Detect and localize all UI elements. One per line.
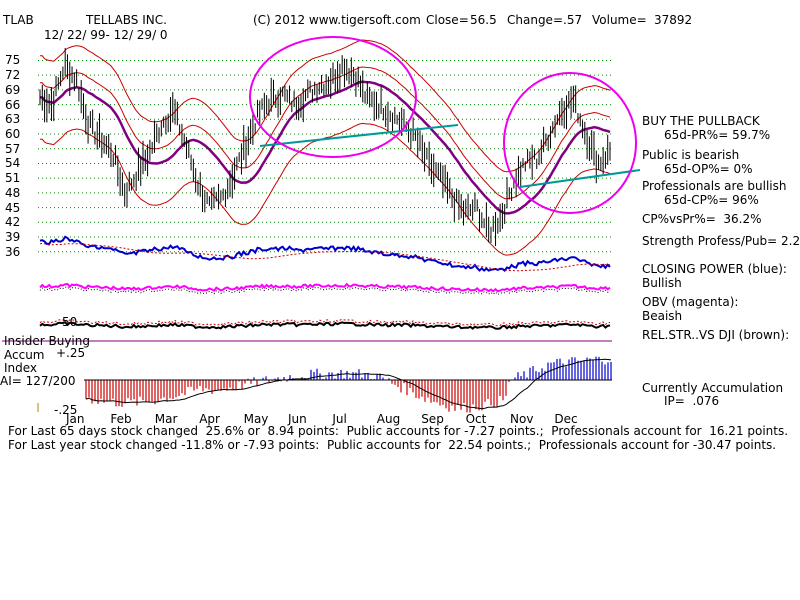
upper-band — [39, 39, 611, 173]
month-label: Mar — [154, 412, 178, 426]
close-label: Close= — [426, 13, 469, 27]
rs-fifty-label: 50 — [62, 315, 78, 329]
y-tick-label: 48 — [5, 185, 21, 200]
copyright: (C) 2012 www.tigersoft.com — [253, 13, 421, 27]
pro-view: Professionals are bullish — [642, 179, 787, 193]
moving-average-line — [39, 80, 611, 215]
month-label: Sep — [421, 412, 444, 426]
price-bars — [39, 47, 611, 247]
highlight-circle-2 — [503, 72, 637, 214]
y-tick-label: 66 — [5, 97, 21, 112]
volume-label: Volume= — [592, 13, 647, 27]
relative-strength-ma — [39, 318, 611, 327]
y-tick-label: 63 — [5, 112, 21, 127]
y-tick-label: 36 — [5, 244, 21, 259]
volume-value: 37892 — [654, 13, 693, 27]
lower-band — [39, 122, 611, 256]
accum-index-ma — [85, 358, 612, 410]
rel-str-label: REL.STR..VS DJI (brown): — [642, 328, 790, 342]
insider-buying-label: Insider Buying — [4, 334, 90, 348]
closing-power-state: Bullish — [642, 276, 682, 290]
footer-line-1: For Last 65 days stock changed 25.6% or … — [8, 424, 789, 438]
accum-plus-label: +.25 — [56, 346, 86, 360]
ip-value: IP= .076 — [664, 394, 720, 408]
accum-status: Currently Accumulation — [642, 381, 784, 395]
highlight-circle-1 — [249, 36, 417, 158]
y-tick-label: 69 — [5, 82, 21, 97]
accum-minus-label: -.25 — [54, 403, 78, 417]
cp-vs-pr: CP%vsPr%= 36.2% — [642, 212, 762, 226]
accum-index-bars — [85, 356, 612, 413]
y-tick-label: 75 — [5, 53, 21, 68]
month-label: Jun — [288, 412, 307, 426]
company-name: TELLABS INC. — [86, 13, 167, 27]
change-label: Change= — [507, 13, 563, 27]
strength-ratio: Strength Profess/Pub= 2.2 — [642, 234, 800, 248]
change-value: .57 — [563, 13, 583, 27]
month-label: May — [243, 412, 269, 426]
closing-power-line — [39, 235, 611, 272]
y-tick-label: 45 — [5, 200, 21, 215]
signal-title: BUY THE PULLBACK — [642, 114, 760, 128]
index-label: Index — [4, 361, 38, 375]
ticker: TLAB — [3, 13, 34, 27]
date-range: 12/ 22/ 99- 12/ 29/ 0 — [44, 28, 168, 42]
obv-line — [39, 282, 611, 293]
y-tick-label: 54 — [5, 156, 21, 171]
bollinger-bands — [39, 39, 611, 256]
trendline-1 — [259, 124, 459, 147]
upper-band-inner — [39, 66, 611, 200]
accum-label: Accum — [4, 348, 45, 362]
y-tick-label: 51 — [5, 171, 21, 186]
op-value: 65d-OP%= 0% — [664, 162, 753, 176]
month-label: Dec — [554, 412, 578, 426]
y-tick-label: 72 — [5, 68, 21, 83]
y-tick-label: 57 — [5, 141, 21, 156]
footer-line-2: For Last year stock changed -11.8% or -7… — [8, 438, 777, 452]
relative-strength-line — [39, 321, 611, 330]
y-tick-label: 60 — [5, 127, 21, 142]
month-label: Jan — [66, 412, 85, 426]
cp-value: 65d-CP%= 96% — [664, 193, 759, 207]
public-view: Public is bearish — [642, 148, 740, 162]
ai-label: AI= 127/200 — [0, 374, 76, 388]
month-label: Nov — [510, 412, 534, 426]
y-tick-label: 42 — [5, 215, 21, 230]
obv-state: Beaish — [642, 309, 683, 323]
trendline-2 — [519, 169, 641, 188]
pr-value: 65d-PR%= 59.7% — [664, 128, 771, 142]
month-label: Jul — [332, 412, 347, 426]
close-value: 56.5 — [470, 13, 497, 27]
month-label: Apr — [199, 412, 220, 426]
closing-power-label: CLOSING POWER (blue): — [642, 262, 787, 276]
month-label: Feb — [110, 412, 132, 426]
y-tick-label: 39 — [5, 230, 21, 245]
month-label: Aug — [376, 412, 401, 426]
obv-label: OBV (magenta): — [642, 295, 739, 309]
month-label: Oct — [465, 412, 487, 426]
